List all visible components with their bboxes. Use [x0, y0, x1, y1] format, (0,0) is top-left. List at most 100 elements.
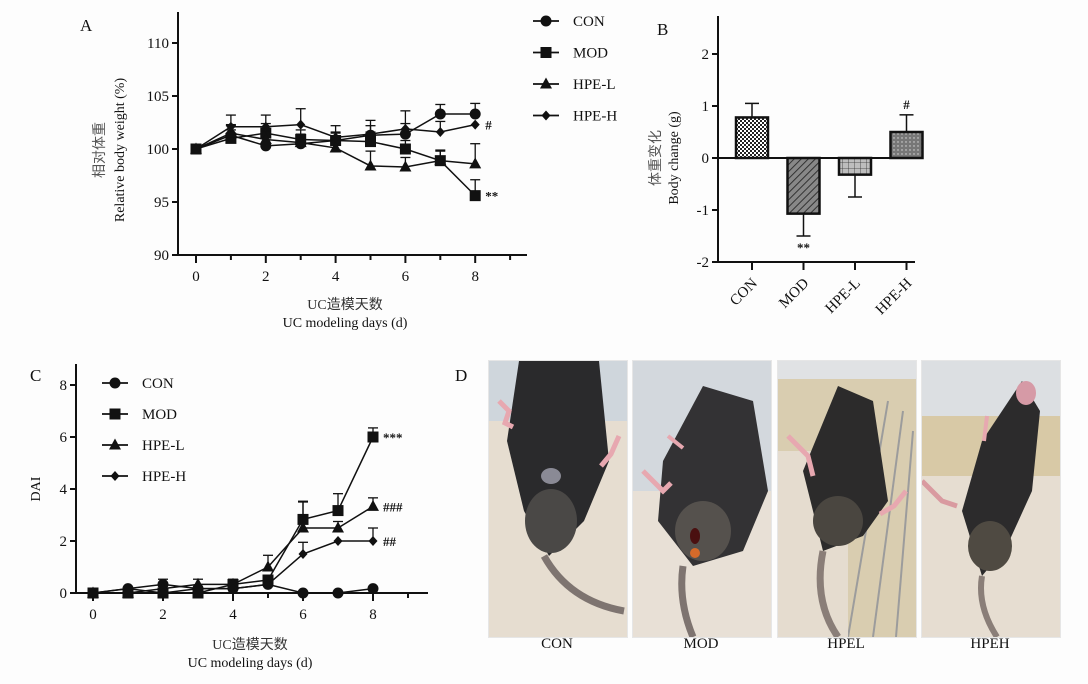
- x-tick-label: 4: [332, 269, 340, 285]
- y-tick-label: 95: [154, 195, 169, 211]
- y-tick-label: 100: [147, 142, 170, 158]
- y-tick-label: 4: [60, 482, 68, 498]
- data-point: [364, 159, 377, 171]
- data-point: [469, 108, 481, 120]
- chart-b-ylabel: Body change (g): [667, 111, 682, 205]
- legend-label: MOD: [142, 407, 177, 423]
- legend-item-mod: MOD: [533, 46, 608, 62]
- data-point: [123, 583, 133, 594]
- y-tick-label: 105: [147, 89, 170, 105]
- mouse-photo-con: [489, 361, 627, 637]
- photo-hpel: [777, 360, 917, 638]
- legend-label: HPE-L: [142, 438, 185, 454]
- chart-c-xlabel: UC modeling days (d): [188, 656, 313, 671]
- data-point: [332, 521, 344, 533]
- data-point: [224, 126, 237, 138]
- chart-c-ylabel: DAI: [29, 476, 44, 501]
- series-hpe-h: [191, 108, 480, 154]
- data-point: [297, 521, 309, 533]
- panel-label-c: C: [30, 366, 42, 385]
- chart-a-xlabel: UC modeling days (d): [283, 316, 408, 331]
- legend-label: CON: [573, 14, 605, 30]
- data-point: [298, 549, 308, 559]
- chart-a-legend: CON MOD HPE-L HPE-H: [533, 14, 617, 125]
- data-point: [261, 121, 271, 132]
- photo-caption-hpeh: HPEH: [970, 636, 1010, 652]
- x-tick-label: 6: [402, 269, 410, 285]
- significance-annotation: #: [485, 118, 492, 133]
- y-tick-label: 0: [702, 151, 710, 167]
- x-tick-label: MOD: [776, 275, 812, 311]
- data-point: [470, 119, 480, 130]
- legend-item-hpe-h: HPE-H: [533, 109, 617, 125]
- data-point: [469, 157, 482, 169]
- data-point: [434, 154, 447, 166]
- chart-b-body-change: -2 -1 0 1 2 CON MOD HPE-L HPE-H ** # 体重变化 Body ch…: [648, 16, 924, 318]
- data-point: [331, 132, 341, 143]
- data-point: [259, 132, 272, 144]
- data-point: [294, 136, 307, 148]
- data-point: [366, 129, 375, 140]
- series-mod: [87, 427, 379, 599]
- photo-caption-con: CON: [541, 636, 573, 652]
- legend-marker-square-icon: [540, 47, 552, 58]
- series-hpe-h: [88, 527, 378, 598]
- legend-item-mod: MOD: [102, 407, 177, 423]
- data-point: [296, 119, 306, 130]
- chart-c-xlabel-cn: UC造模天数: [212, 637, 287, 653]
- bar: [734, 116, 770, 160]
- bar-hpe-h: #: [889, 97, 924, 160]
- series-line: [93, 436, 374, 594]
- legend-marker-square-icon: [109, 408, 121, 420]
- chart-c-series: ***#####: [87, 427, 403, 599]
- data-point: [225, 132, 237, 144]
- chart-a-ylabel: Relative body weight (%): [113, 78, 128, 223]
- y-tick-label: -2: [697, 255, 710, 271]
- chart-a-xlabel-cn: UC造模天数: [307, 297, 382, 313]
- data-point: [399, 143, 411, 155]
- legend-item-hpe-l: HPE-L: [102, 438, 185, 454]
- data-point: [263, 579, 273, 590]
- y-tick-label: 6: [60, 430, 68, 446]
- x-tick-label: 2: [262, 269, 270, 285]
- y-tick-label: 110: [147, 36, 169, 52]
- legend-label: CON: [142, 376, 174, 392]
- panel-label-a: A: [80, 16, 93, 35]
- panel-label-b: B: [657, 20, 669, 39]
- chart-a-axes: 90 95 100 105 110 0 2 4 6 8: [147, 12, 527, 285]
- data-point: [400, 123, 410, 134]
- y-tick-label: 2: [60, 534, 68, 550]
- data-point: [367, 431, 379, 443]
- data-point: [191, 144, 201, 154]
- data-point: [329, 141, 342, 153]
- legend-item-hpe-h: HPE-H: [102, 469, 186, 485]
- mouse-photo-hpeh: [922, 361, 1060, 637]
- chart-c-axes: 0 2 4 6 8 0 2 4 6 8: [60, 364, 428, 623]
- x-tick-label: 0: [192, 269, 200, 285]
- significance-annotation: #: [903, 97, 910, 112]
- significance-annotation: **: [485, 189, 498, 204]
- significance-annotation: ***: [383, 430, 403, 445]
- legend-label: MOD: [573, 46, 608, 62]
- legend-item-con: CON: [533, 14, 605, 30]
- bar: [889, 130, 924, 160]
- x-tick-label: 6: [299, 607, 307, 623]
- significance-annotation: ##: [383, 534, 397, 549]
- photo-con: [488, 360, 628, 638]
- data-point: [297, 587, 309, 599]
- chart-a-ylabel-cn: 相对体重: [92, 122, 108, 178]
- chart-a-body-weight: 90 95 100 105 110 0 2 4 6 8 # ** 相对体重 Relative bod…: [92, 12, 617, 331]
- significance-annotation: **: [797, 240, 810, 255]
- bar: [837, 156, 873, 176]
- data-point: [399, 128, 411, 140]
- data-point: [262, 560, 274, 572]
- legend-item-hpe-l: HPE-L: [533, 77, 616, 93]
- photo-caption-mod: MOD: [683, 636, 719, 652]
- x-tick-label: 8: [471, 269, 479, 285]
- legend-marker-circle-icon: [109, 377, 121, 389]
- data-point: [157, 582, 169, 594]
- chart-b-ylabel-cn: 体重变化: [648, 130, 664, 186]
- x-tick-label: 0: [89, 607, 97, 623]
- data-point: [193, 583, 203, 594]
